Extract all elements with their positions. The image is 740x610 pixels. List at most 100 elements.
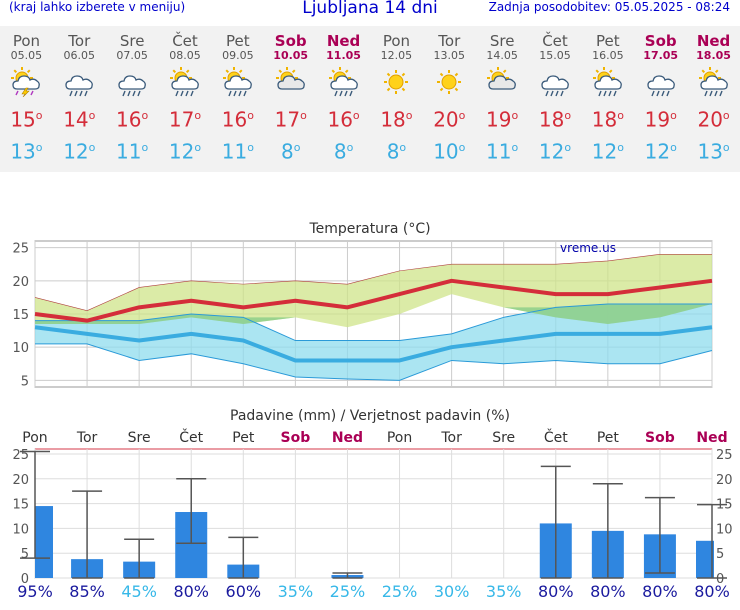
day-date: 11.05	[326, 49, 361, 62]
y-tick-label: 25	[12, 242, 29, 257]
chart-title: Padavine (mm) / Verjetnost padavin (%)	[230, 408, 510, 424]
day-name: Sre	[119, 32, 145, 50]
sun-cloud-rain-icon	[592, 67, 622, 97]
last-update: Zadnja posodobitev: 05.05.2025 - 08:24	[488, 0, 730, 14]
day-column: Čet 08.05 17o 12o	[159, 26, 211, 164]
temp-min: 8o	[370, 136, 422, 164]
temp-max: 15o	[0, 104, 52, 132]
temp-min: 12o	[529, 136, 581, 163]
y-tick-label: 5	[21, 374, 29, 389]
temp-max: 17o	[159, 104, 211, 132]
degree-sign: o	[511, 140, 519, 154]
day-date: 12.05	[380, 49, 413, 62]
temp-max: 17o	[265, 104, 317, 132]
min-range-edge	[35, 303, 712, 342]
temp-min-value: 11	[221, 139, 248, 164]
y-tick-label: 10	[12, 341, 29, 356]
precip-bar	[696, 540, 714, 578]
y-tick-label-right: 0	[716, 572, 724, 587]
degree-sign: o	[293, 140, 301, 154]
temp-min-value: 13	[10, 139, 36, 164]
degree-sign: o	[194, 140, 202, 154]
temp-max-value: 17	[274, 107, 301, 132]
day-column: Pet 09.05 16o 11o	[212, 26, 264, 164]
precip-probability: 60%	[226, 582, 262, 601]
degree-sign: o	[617, 140, 624, 154]
degree-sign: o	[670, 140, 677, 154]
sun-cloud-rain-icon	[698, 67, 728, 97]
day-column: Ned 18.05 20o 13o	[688, 26, 740, 164]
degree-sign: o	[300, 109, 307, 122]
day-date: 06.05	[63, 49, 96, 62]
x-tick-label: Sre	[492, 430, 515, 446]
precip-probability: 80%	[173, 582, 209, 601]
temp-max-value: 20	[697, 107, 723, 132]
day-name: Sob	[644, 32, 677, 50]
temp-min-value: 8	[333, 139, 347, 164]
temp-max: 19o	[476, 104, 528, 132]
degree-sign: o	[405, 109, 413, 122]
temp-min-value: 12	[644, 139, 671, 164]
temp-min-value: 12	[63, 139, 89, 164]
day-column: Tor 06.05 14o 12o	[53, 26, 105, 164]
x-tick-label: Pon	[387, 430, 412, 446]
degree-sign: o	[564, 140, 572, 154]
temp-min-value: 8	[386, 139, 400, 164]
temp-max-value: 18	[538, 107, 565, 132]
chart-title-end: )	[425, 221, 430, 237]
sun-cloud-icon	[487, 67, 517, 90]
day-date: 05.05	[10, 49, 43, 62]
precip-probability: 80%	[642, 582, 678, 601]
chart-title: Temperatura (°C)	[308, 221, 430, 237]
day-column: Pon 12.05 18o 8o	[370, 26, 422, 164]
day-name: Tor	[438, 32, 461, 50]
day-name: Pet	[226, 32, 250, 50]
degree-sign: o	[346, 140, 354, 154]
degree-sign: o	[399, 140, 407, 154]
temp-max: 20o	[423, 104, 475, 132]
precip-probability: 95%	[17, 582, 53, 601]
day-date: 08.05	[169, 49, 201, 62]
day-date: 07.05	[116, 49, 148, 62]
day-date: 18.05	[696, 49, 731, 62]
temp-min: 11o	[106, 136, 158, 163]
day-column: Sob 10.05 17o 8o	[265, 26, 317, 164]
x-tick-label: Pet	[597, 430, 620, 446]
x-tick-label: Tor	[76, 430, 98, 446]
precip-probability: 30%	[434, 582, 470, 601]
day-name: Sob	[274, 32, 307, 50]
temp-max-value: 19	[486, 107, 512, 132]
temp-min: 13o	[0, 136, 52, 164]
day-date: 16.05	[592, 49, 624, 62]
day-column: Sob 17.05 19o 12o	[635, 26, 687, 164]
x-tick-label: Sob	[281, 430, 311, 446]
degree-sign: o	[247, 109, 254, 122]
temp-min-value: 8	[280, 139, 294, 164]
precip-probability: 25%	[382, 582, 418, 601]
chart-title-unit: °C	[408, 221, 425, 237]
x-tick-label: Sob	[645, 430, 675, 446]
day-name: Sre	[489, 32, 515, 50]
sun-cloud-thunder-icon	[11, 67, 41, 97]
y-tick-label: 20	[12, 473, 29, 488]
precip-bar	[35, 506, 53, 578]
temp-min-value: 12	[591, 139, 618, 164]
degree-sign: o	[458, 140, 466, 154]
precip-probability: 35%	[486, 582, 522, 601]
precip-probability: 80%	[590, 582, 626, 601]
x-tick-label: Pon	[22, 430, 47, 446]
precip-probability: 85%	[69, 582, 105, 601]
precip-probability: 80%	[538, 582, 574, 601]
temp-min: 11o	[212, 136, 264, 164]
sun-cloud-rain-icon	[222, 67, 252, 97]
day-column: Tor 13.05 20o 10o	[423, 26, 475, 164]
cloud-rain-icon	[65, 75, 94, 97]
max-range-edge	[34, 253, 712, 311]
y-tick-label-right: 10	[716, 522, 733, 537]
y-tick-label: 15	[12, 308, 29, 323]
temp-max: 16o	[212, 104, 264, 132]
day-date: 17.05	[643, 49, 679, 62]
temp-max: 16o	[106, 104, 158, 132]
min-temp-range	[35, 304, 712, 381]
temperature-chart: Temperatura (°C) 5 10 15 20 25 vreme.us	[12, 221, 713, 389]
